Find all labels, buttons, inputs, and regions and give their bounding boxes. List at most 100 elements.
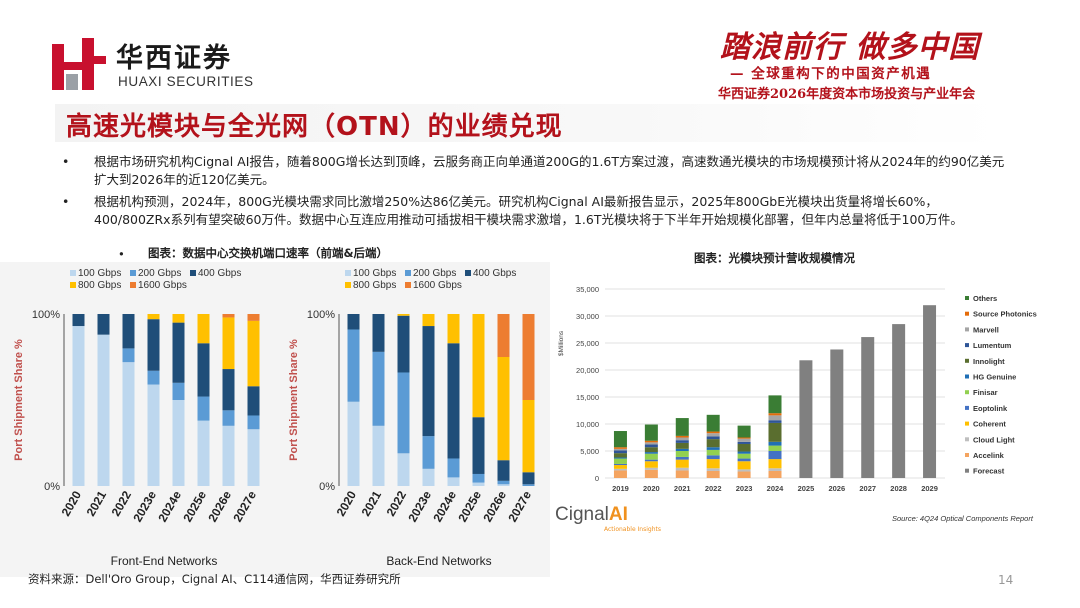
y-tick-0: 0 <box>595 474 599 483</box>
legend-swatch-finisar <box>965 390 969 395</box>
cignal-logo-main: Cignal <box>555 504 609 525</box>
bar-2025e-100-gbps <box>197 420 210 486</box>
bar-2020-source-photonics <box>644 440 658 443</box>
legend-label-400-gbps: 400 Gbps <box>198 268 241 279</box>
bar-2027e-200-gbps <box>522 484 535 486</box>
bar-2023-marvell <box>737 438 751 442</box>
bar-2024e-200-gbps <box>172 382 185 400</box>
bar-2024e-100-gbps <box>172 400 185 486</box>
bar-2021-others <box>675 418 689 436</box>
bar-2025e-100-gbps <box>472 482 485 486</box>
y-tick-0: 0% <box>44 481 60 493</box>
bar-2025e-800-gbps <box>472 314 485 418</box>
bar-2022-finisar <box>706 449 720 456</box>
cignal-logo-sub: Actionable Insights <box>604 526 661 533</box>
bar-2023e-800-gbps <box>147 314 160 320</box>
legend-swatch-1600-gbps <box>405 282 411 288</box>
revenue-chart: 0 5,000 10,000 15,000 20,000 25,000 30,000 35,0… <box>558 285 1037 493</box>
legend-swatch-400-gbps <box>190 270 196 276</box>
x-tick-2023e: 2023e <box>405 488 434 524</box>
bullet-item: • 根据市场研究机构Cignal AI报告，随着800G增长达到顶峰，云服务商正… <box>62 153 1012 188</box>
bar-2022-innolight <box>706 439 720 448</box>
y-tick-20000: 20,000 <box>576 366 599 375</box>
page-number: 14 <box>998 573 1014 587</box>
legend-label-100-gbps: 100 Gbps <box>78 268 121 279</box>
bar-2027e-1600-gbps <box>522 314 535 400</box>
legend-swatch-forecast <box>965 468 969 473</box>
back-end-chart: 100 Gbps 200 Gbps 400 Gbps 800 Gbps 1600 Gbp… <box>288 268 535 568</box>
bar-2023e-400-gbps <box>422 326 435 437</box>
bar-2024-source-photonics <box>768 413 782 416</box>
bar-2027e-1600-gbps <box>247 314 260 321</box>
x-tick-2019: 2019 <box>612 484 629 493</box>
bar-2023-lumentum <box>737 441 751 444</box>
x-tick-2029: 2029 <box>921 484 938 493</box>
legend-label-1600-gbps: 1600 Gbps <box>413 280 462 291</box>
bar-2026e-1600-gbps <box>497 314 510 357</box>
bar-2024e-800-gbps <box>447 314 460 344</box>
x-tick-2022: 2022 <box>705 484 722 493</box>
bar-2023-hg-genuine <box>737 451 751 454</box>
bar-2019-finisar <box>613 458 627 464</box>
bar-2023e-200-gbps <box>422 436 435 469</box>
bar-2021-coherent <box>675 459 689 468</box>
bar-2026e-100-gbps <box>497 484 510 486</box>
bar-2026e-800-gbps <box>497 357 510 461</box>
legend-label-200-gbps: 200 Gbps <box>138 268 181 279</box>
bar-2020-marvell <box>644 442 658 445</box>
bar-2020-eoptolink <box>644 459 658 462</box>
cignal-logo: CignalAI <box>555 504 628 526</box>
bar-2022-400-gbps <box>122 314 135 349</box>
bar-2027-forecast <box>861 337 875 478</box>
bar-2022-800-gbps <box>397 314 410 316</box>
legend-swatch-100-gbps <box>345 270 351 276</box>
bar-2023-cloud-light <box>737 469 751 472</box>
bar-2023e-400-gbps <box>147 319 160 371</box>
bar-2026e-200-gbps <box>497 480 510 485</box>
slogan-sub: — 全球重构下的中国资产机遇 <box>730 66 932 82</box>
legend-label-innolight: Innolight <box>973 357 1005 366</box>
bar-2026e-100-gbps <box>222 425 235 486</box>
legend-swatch-800-gbps <box>345 282 351 288</box>
x-tick-2026: 2026 <box>828 484 845 493</box>
legend-label-100-gbps: 100 Gbps <box>353 268 396 279</box>
x-tick-2021: 2021 <box>674 484 691 493</box>
bar-2027e-100-gbps <box>247 429 260 486</box>
y-tick-100: 100% <box>307 309 335 321</box>
bar-2019-eoptolink <box>613 463 627 466</box>
legend-swatch-cloud-light <box>965 437 969 442</box>
bar-2027e-400-gbps <box>247 386 260 416</box>
bar-2020-100-gbps <box>72 326 85 486</box>
x-tick-2026e: 2026e <box>205 488 234 524</box>
bar-2020-100-gbps <box>347 401 360 486</box>
cignal-logo-ai: AI <box>608 504 628 525</box>
bar-2024-lumentum <box>768 420 782 423</box>
y-tick-30000: 30,000 <box>576 312 599 321</box>
y-axis-label: $Millions <box>558 330 565 356</box>
legend-label-800-gbps: 800 Gbps <box>353 280 396 291</box>
chart-title: Front-End Networks <box>111 554 218 568</box>
bullet-item: • 根据机构预测，2024年，800G光模块需求同比激增250%达86亿美元。研… <box>62 193 1012 228</box>
figure2-caption: 图表：光模块预计营收规模情况 <box>694 251 855 265</box>
bar-2022-100-gbps <box>122 362 135 486</box>
bar-2019-innolight <box>613 453 627 458</box>
x-tick-2025: 2025 <box>798 484 815 493</box>
x-tick-2023e: 2023e <box>130 488 159 524</box>
slogan: 踏浪前行 做多中国 <box>720 30 980 65</box>
bar-2026-forecast <box>830 349 844 478</box>
legend-label-hg-genuine: HG Genuine <box>973 373 1016 382</box>
legend-label-200-gbps: 200 Gbps <box>413 268 456 279</box>
bar-2020-200-gbps <box>347 329 360 402</box>
bar-2026e-400-gbps <box>222 369 235 411</box>
bar-2023e-100-gbps <box>422 468 435 486</box>
bar-2023-eoptolink <box>737 458 751 462</box>
bar-2021-400-gbps <box>97 314 110 335</box>
y-tick-10000: 10,000 <box>576 420 599 429</box>
bar-2022-200-gbps <box>397 372 410 454</box>
bar-2024e-100-gbps <box>447 477 460 486</box>
bar-2019-hg-genuine <box>613 457 627 459</box>
legend-swatch-accelink <box>965 453 969 457</box>
bar-2025e-400-gbps <box>197 343 210 397</box>
bar-2019-marvell <box>613 448 627 451</box>
bar-2022-200-gbps <box>122 348 135 363</box>
